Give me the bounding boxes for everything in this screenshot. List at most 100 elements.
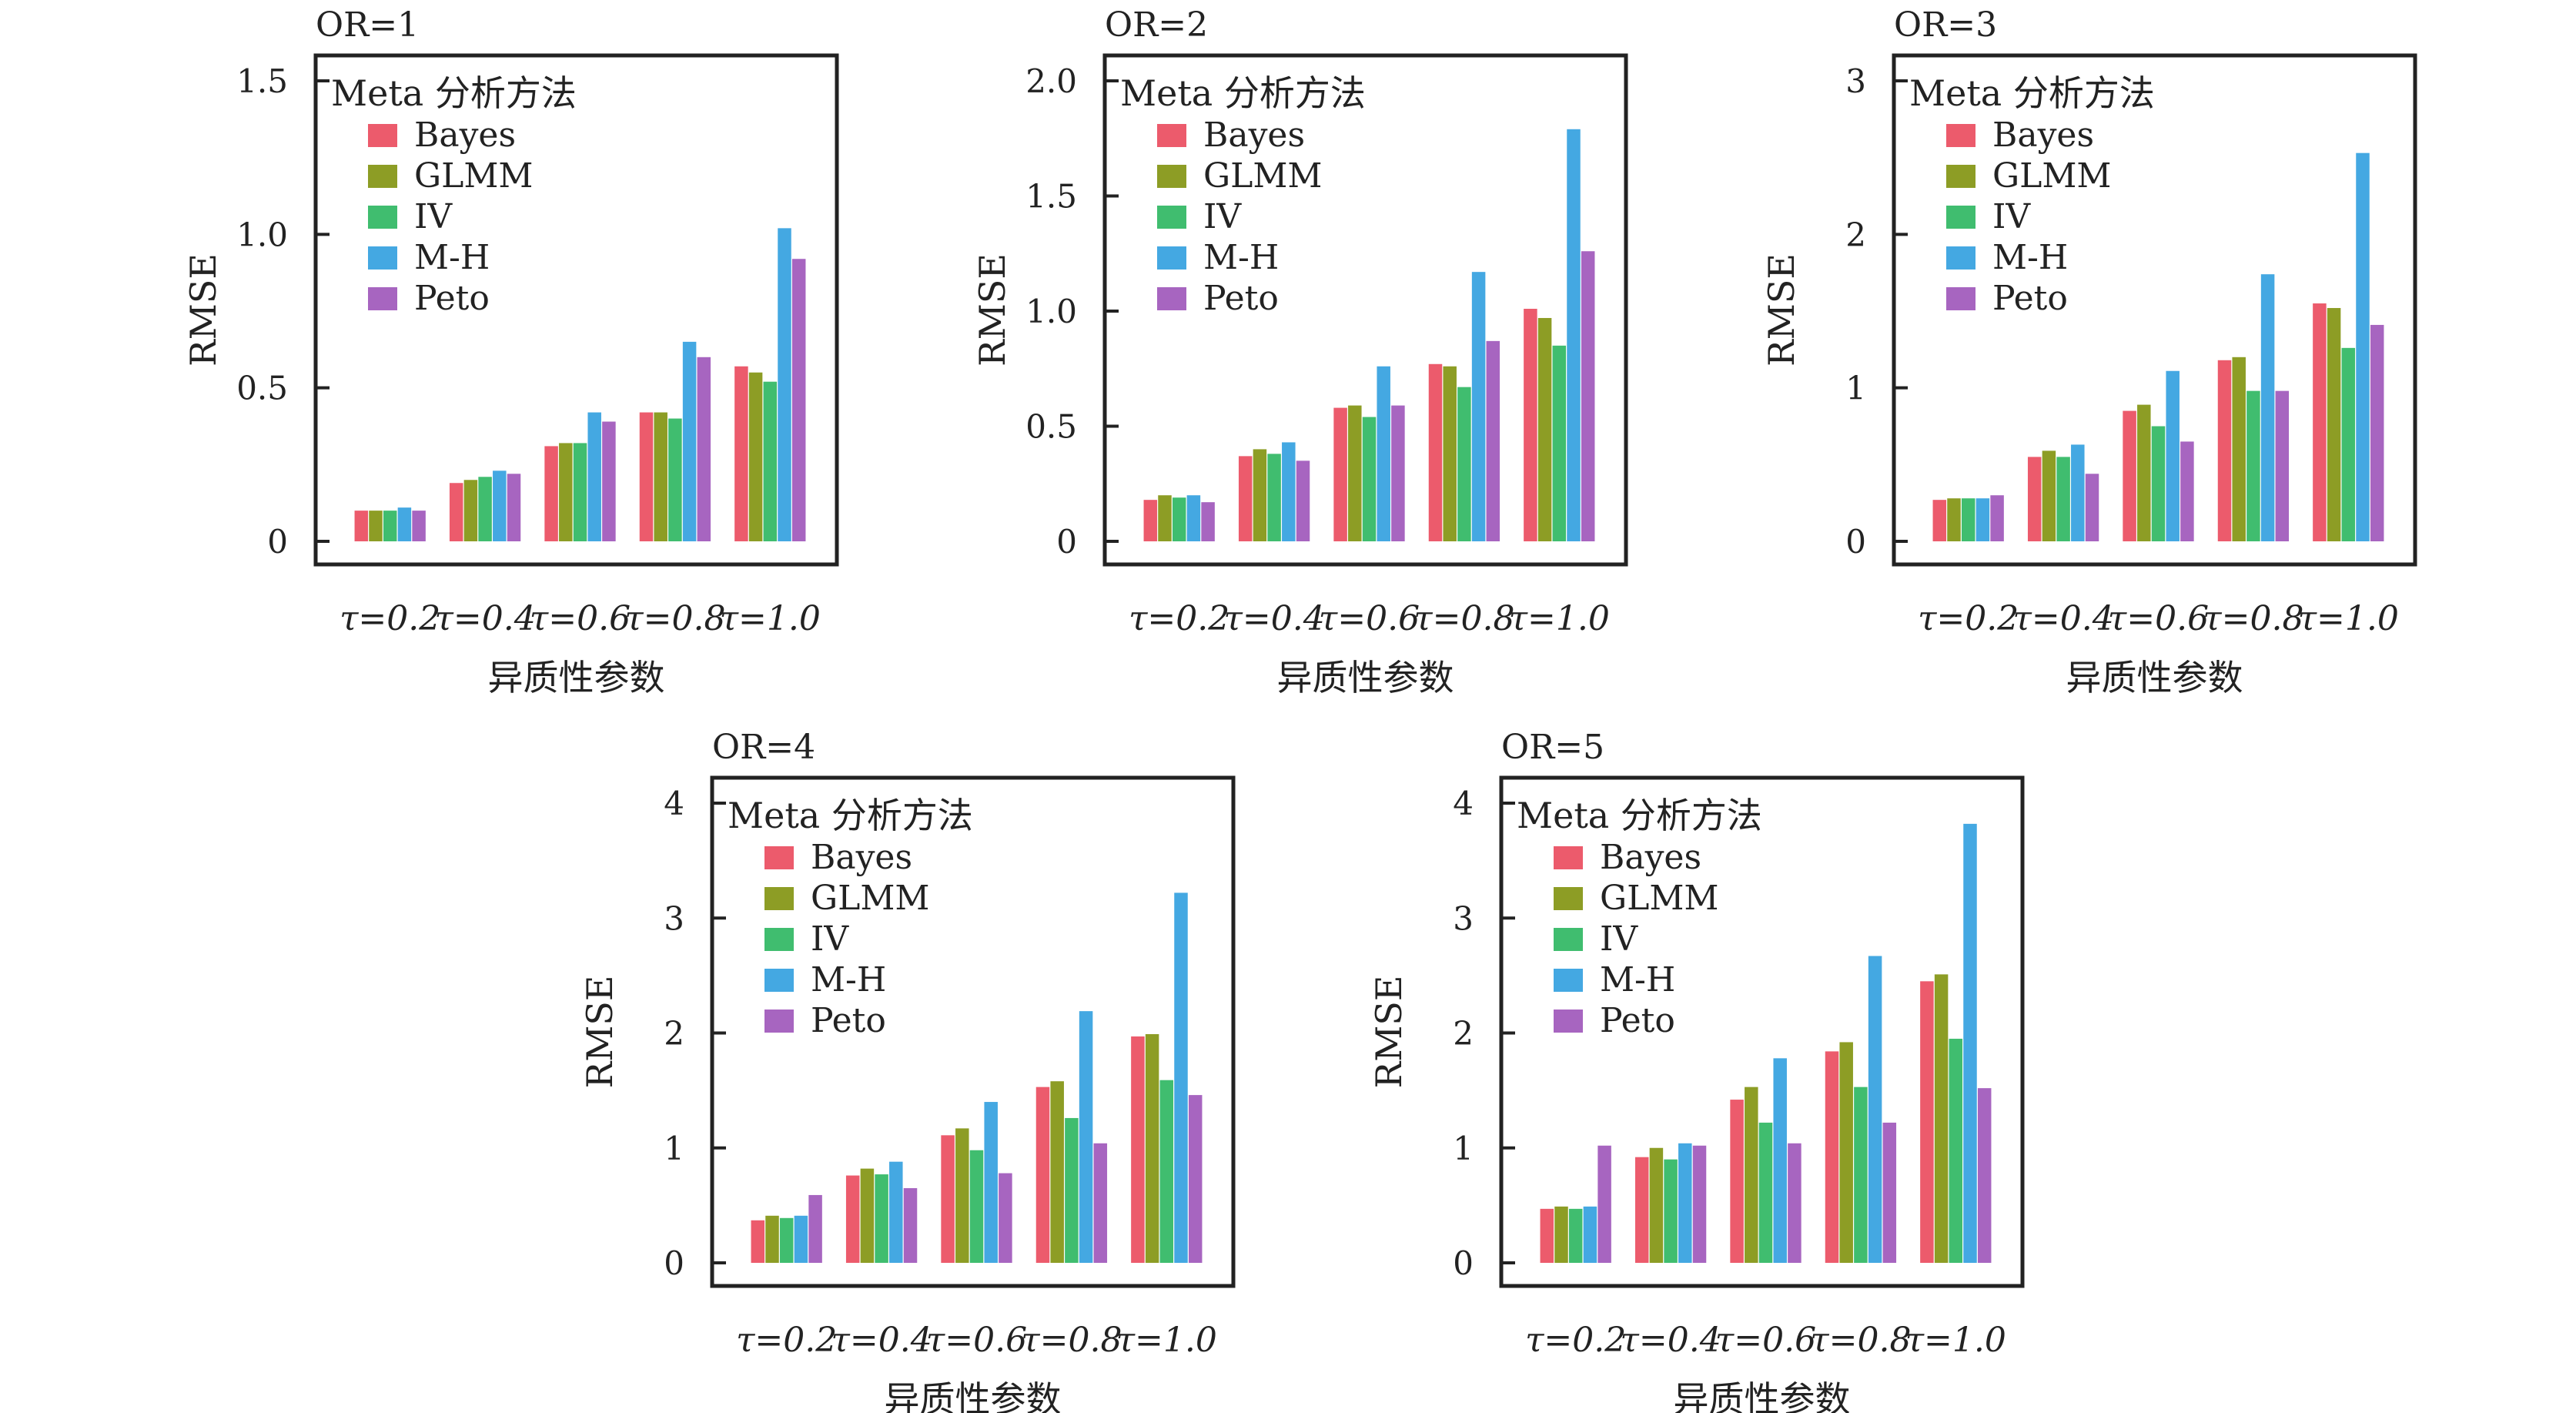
- bar-mh-3: [1773, 1058, 1787, 1263]
- bar-bayes-3: [941, 1135, 955, 1263]
- bar-iv-5: [1552, 345, 1567, 541]
- legend-label: M-H: [1992, 238, 2068, 277]
- legend-swatch-iv: [1946, 206, 1975, 229]
- bar-bayes-1: [354, 511, 369, 541]
- bar-bayes-3: [2123, 410, 2136, 541]
- y-tick-label: 0: [664, 1244, 684, 1282]
- legend-label: Bayes: [414, 116, 516, 155]
- legend-label: IV: [414, 197, 453, 236]
- bar-mh-2: [889, 1161, 903, 1263]
- legend-swatch-bayes: [1554, 846, 1583, 869]
- x-tick-label: τ=1.0: [1905, 1321, 2006, 1360]
- bar-mh-4: [1079, 1011, 1093, 1263]
- bar-mh-1: [794, 1215, 808, 1263]
- y-tick-label: 1.0: [1025, 293, 1077, 330]
- bar-mh-3: [1377, 366, 1390, 541]
- bar-mh-3: [984, 1102, 998, 1263]
- y-tick-label: 4: [1453, 785, 1474, 822]
- y-axis-label: RMSE: [182, 253, 224, 367]
- legend-label: M-H: [811, 960, 886, 999]
- y-tick-label: 2: [664, 1015, 684, 1053]
- bar-iv-1: [779, 1217, 794, 1263]
- bar-mh-3: [587, 412, 601, 541]
- bar-mh-4: [1471, 272, 1486, 541]
- legend-label: Peto: [1600, 1001, 1675, 1040]
- legend-label: GLMM: [1992, 156, 2111, 196]
- y-tick-label: 1: [664, 1130, 684, 1167]
- x-tick-label: τ=1.0: [1116, 1321, 1217, 1360]
- bar-mh-1: [1186, 495, 1201, 541]
- panel-title: OR=1: [316, 5, 419, 45]
- bar-mh-2: [1282, 442, 1296, 541]
- legend-label: GLMM: [1600, 879, 1718, 918]
- y-tick-label: 2: [1845, 216, 1866, 253]
- legend-swatch-mh: [368, 246, 397, 270]
- bar-peto-1: [1597, 1145, 1611, 1263]
- y-tick-label: 1.5: [1025, 178, 1077, 216]
- bar-iv-1: [383, 511, 397, 541]
- legend-label: Bayes: [1600, 838, 1701, 877]
- bar-peto-3: [602, 421, 616, 541]
- legend-swatch-iv: [368, 206, 397, 229]
- legend-label: M-H: [1203, 238, 1279, 277]
- bar-glmm-2: [1253, 449, 1267, 541]
- y-axis-label: RMSE: [1761, 253, 1802, 367]
- bar-peto-3: [1391, 405, 1405, 541]
- bar-bayes-2: [449, 483, 463, 541]
- bar-bayes-3: [544, 446, 558, 541]
- legend-swatch-peto: [1554, 1010, 1583, 1033]
- bar-glmm-3: [559, 443, 573, 541]
- legend-swatch-bayes: [764, 846, 794, 869]
- legend-swatch-peto: [1946, 287, 1975, 310]
- bar-iv-5: [763, 381, 778, 541]
- y-axis-label: RMSE: [1368, 976, 1410, 1089]
- x-tick-label: τ=0.6: [1715, 1321, 1816, 1360]
- panel-title: OR=4: [712, 728, 815, 767]
- legend-label: GLMM: [811, 879, 929, 918]
- x-tick-label: τ=0.6: [926, 1321, 1027, 1360]
- x-tick-label: τ=0.2: [1525, 1321, 1626, 1360]
- bar-bayes-4: [2217, 360, 2232, 541]
- legend-swatch-mh: [1554, 969, 1583, 992]
- bar-iv-4: [2246, 390, 2260, 541]
- bar-bayes-1: [751, 1220, 765, 1263]
- legend-swatch-peto: [1157, 287, 1186, 310]
- chart-panel-1: OR=1 0 0.5 1.0 1.5 RMSE τ=0.2τ=0.4τ=0.6τ=0.8τ=…: [182, 5, 839, 698]
- x-axis-label: 异质性参数: [1674, 1378, 1851, 1413]
- chart-panel-5: OR=5 0 1 2 3 4 RMSE τ=0.2τ=0.4τ=0.6τ=0.8τ=1.0 异质…: [1368, 728, 2025, 1413]
- bar-peto-3: [999, 1173, 1012, 1263]
- x-tick-label: τ=0.2: [340, 599, 440, 638]
- legend-swatch-bayes: [368, 124, 397, 147]
- legend-swatch-mh: [1157, 246, 1186, 270]
- x-tick-label: τ=1.0: [2298, 599, 2399, 638]
- bar-glmm-2: [463, 480, 478, 541]
- plot-frame: [313, 53, 839, 567]
- legend-swatch-mh: [764, 969, 794, 992]
- bar-bayes-3: [1730, 1100, 1744, 1263]
- x-tick-label: τ=0.8: [1413, 599, 1514, 638]
- legend-label: IV: [1203, 197, 1242, 236]
- legend-label: IV: [811, 919, 849, 959]
- y-tick-label: 3: [1453, 899, 1474, 937]
- x-tick-label: τ=0.6: [2108, 599, 2209, 638]
- x-axis-label: 异质性参数: [2066, 657, 2243, 698]
- x-tick-label: τ=0.6: [530, 599, 631, 638]
- bar-iv-4: [1457, 387, 1471, 541]
- bar-glmm-1: [1947, 498, 1961, 541]
- bar-bayes-5: [1524, 309, 1537, 541]
- y-tick-label: 2.0: [1025, 62, 1077, 100]
- x-tick-label: τ=1.0: [1509, 599, 1610, 638]
- bar-peto-1: [1990, 495, 2004, 541]
- bar-peto-2: [1296, 460, 1310, 541]
- bar-peto-4: [1093, 1143, 1108, 1263]
- legend-label: Bayes: [811, 838, 912, 877]
- bar-peto-5: [1188, 1095, 1203, 1263]
- bar-iv-2: [875, 1174, 888, 1263]
- bar-iv-5: [2341, 347, 2356, 541]
- bar-bayes-1: [1143, 500, 1158, 541]
- bar-peto-3: [2180, 441, 2194, 541]
- legend-label: Bayes: [1992, 116, 2094, 155]
- bar-iv-4: [1854, 1087, 1868, 1263]
